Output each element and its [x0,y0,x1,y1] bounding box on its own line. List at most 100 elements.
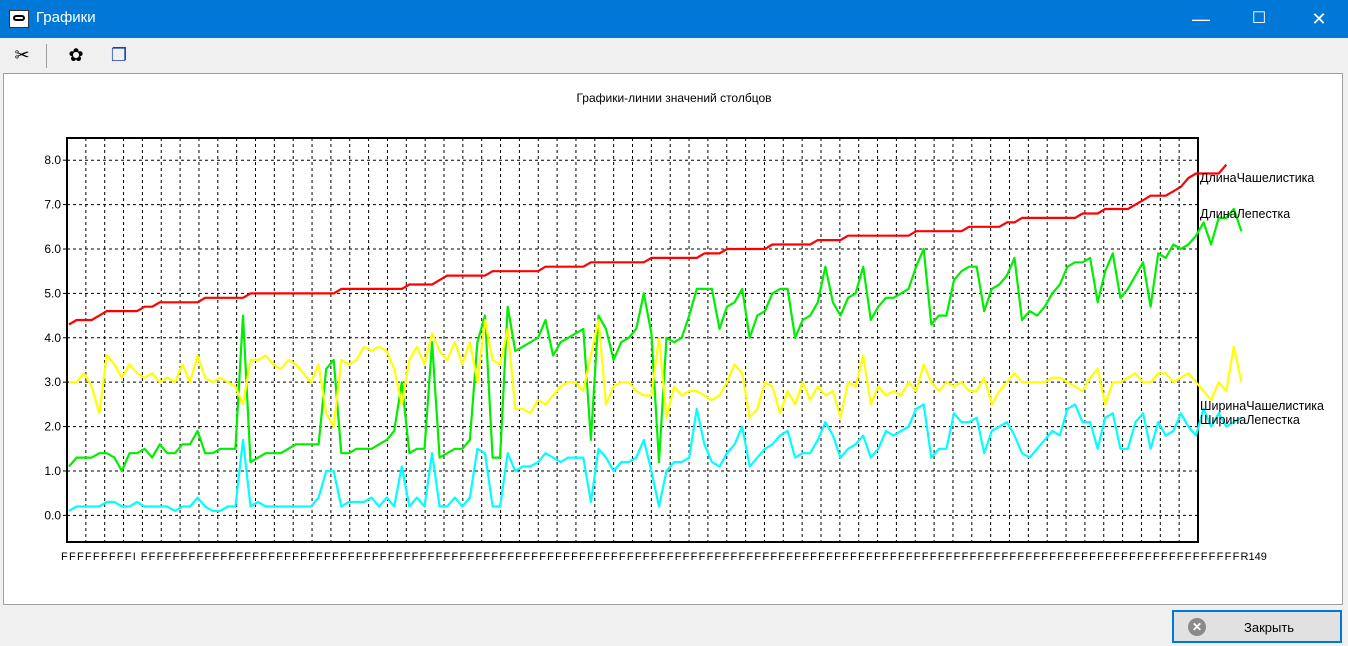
x-tick-label: F [754,551,761,563]
x-tick-label: F [467,551,474,563]
x-tick-label: F [970,551,977,563]
x-tick-label: F [252,551,259,563]
x-tick-label: F [659,551,666,563]
x-tick-label: F [786,551,793,563]
x-tick-label: F [1105,551,1112,563]
x-tick-label: F [531,551,538,563]
x-tick-label: F [619,551,626,563]
x-tick-label: F [460,551,467,563]
palette-icon[interactable]: ✿ [68,45,84,65]
x-tick-label: F [1185,551,1192,563]
line-chart: 0.01.02.03.04.05.06.07.08.0F F F F F F F F F I F F F… [44,137,1324,563]
footer-bar: ✕ Закрыть [0,606,1348,646]
x-tick-label: F [388,551,395,563]
x-tick-label: F [627,551,634,563]
x-tick-label: F [579,551,586,563]
window-titlebar: Графики — ☐ ✕ [0,0,1348,38]
x-tick-label: F [157,551,164,563]
close-window-button[interactable]: ✕ [1311,9,1327,29]
x-tick-label: I [133,551,136,563]
x-tick-label: F [125,551,132,563]
x-tick-label: F [1049,551,1056,563]
x-tick-label: F [635,551,642,563]
x-tick-label: F [611,551,618,563]
x-tick-label: F [404,551,411,563]
x-tick-label: F [683,551,690,563]
x-tick-label: F [978,551,985,563]
x-tick-label: F [890,551,897,563]
legend-label-4: ШиринаЛепестка [1200,413,1300,427]
x-tick-label: F [794,551,801,563]
x-tick-label: F [1025,551,1032,563]
x-tick-label: F [93,551,100,563]
chart-panel: Графики-линии значений столбцов 0.0 1.0 2.… [3,73,1343,605]
x-tick-label: F [308,551,315,563]
maximize-button[interactable]: ☐ [1251,10,1267,27]
x-tick-label: F [730,551,737,563]
x-tick-label: F [507,551,514,563]
close-button[interactable]: ✕ Закрыть [1172,610,1342,643]
x-tick-label: F [1129,551,1136,563]
x-tick-label: F [452,551,459,563]
x-tick-label: F [499,551,506,563]
x-tick-label: F [539,551,546,563]
x-tick-label: F [292,551,299,563]
x-tick-label: F [738,551,745,563]
window-title: Графики [36,9,96,26]
x-tick-label: F [212,551,219,563]
y-tick-label: 3.0 [44,375,61,389]
x-tick-label: F [930,551,937,563]
x-tick-label: F [1041,551,1048,563]
x-tick-label: F [1209,551,1216,563]
x-tick-label: F [77,551,84,563]
y-tick-label: 7.0 [44,198,61,212]
x-tick-label: F [276,551,283,563]
x-tick-label: F [165,551,172,563]
x-tick-label: F [1009,551,1016,563]
x-tick-label: F [547,551,554,563]
legend-label-3: ШиринаЧашелистика [1200,399,1324,413]
x-tick-label: F [1057,551,1064,563]
x-tick-label: F [1153,551,1160,563]
tools-icon[interactable]: ✂ [14,45,30,65]
x-tick-label: F [1121,551,1128,563]
x-tick-label: F [515,551,522,563]
x-tick-label: F [436,551,443,563]
x-tick-label: F [699,551,706,563]
x-tick-label: F [802,551,809,563]
x-tick-label: F [1089,551,1096,563]
x-tick-label: F [244,551,251,563]
x-tick-label: F [810,551,817,563]
x-tick-label: F [149,551,156,563]
x-tick-label: F [762,551,769,563]
x-tick-label: F [1225,551,1232,563]
x-tick-label: F [69,551,76,563]
x-tick-label: F [348,551,355,563]
x-tick-label: F [1097,551,1104,563]
x-tick-label: F [1033,551,1040,563]
x-tick-label: F [420,551,427,563]
x-tick-label: F [1217,551,1224,563]
x-tick-label: F [651,551,658,563]
x-tick-label: F [914,551,921,563]
x-tick-label: F [300,551,307,563]
x-tick-label: F [603,551,610,563]
x-tick-label: F [523,551,530,563]
copy-icon[interactable]: ❐ [110,45,128,65]
minimize-button[interactable]: — [1192,9,1210,29]
y-tick-label: 2.0 [44,420,61,434]
x-tick-label: F [491,551,498,563]
x-tick-label: F [858,551,865,563]
x-tick-label: F [396,551,403,563]
x-tick-label: F [372,551,379,563]
x-tick-label: F [962,551,969,563]
x-tick-label: F [204,551,211,563]
close-button-label: Закрыть [1244,620,1295,635]
x-tick-label: F [101,551,108,563]
x-tick-label: F [1201,551,1208,563]
x-tick-label: F [236,551,243,563]
x-tick-label: F [898,551,905,563]
chart-title: Графики-линии значений столбцов [576,91,772,105]
toolbar-separator [46,44,47,68]
app-logo-icon [9,10,29,28]
